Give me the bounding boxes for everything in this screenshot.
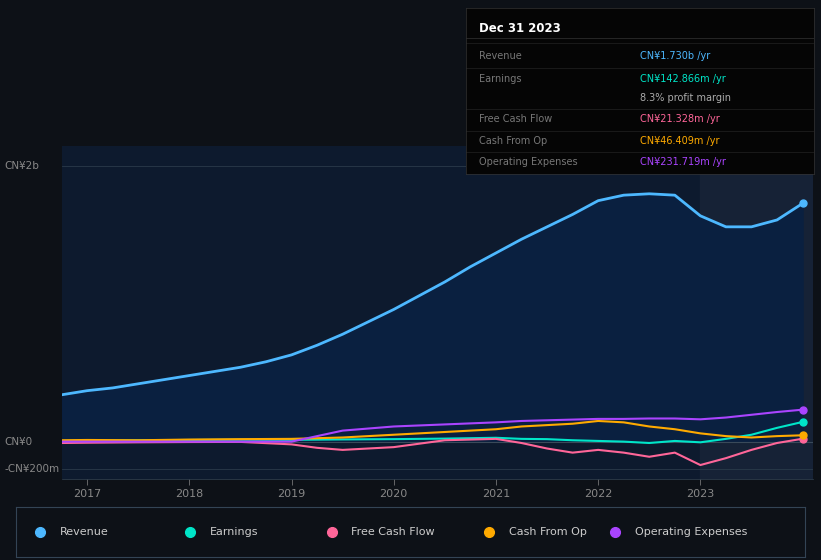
Text: CN¥2b: CN¥2b <box>4 161 39 171</box>
Text: Free Cash Flow: Free Cash Flow <box>479 114 553 124</box>
Text: Operating Expenses: Operating Expenses <box>479 157 578 167</box>
Text: -CN¥200m: -CN¥200m <box>4 464 59 474</box>
Text: CN¥1.730b /yr: CN¥1.730b /yr <box>640 52 710 61</box>
Text: Dec 31 2023: Dec 31 2023 <box>479 22 562 35</box>
Text: CN¥46.409m /yr: CN¥46.409m /yr <box>640 136 719 146</box>
Text: Earnings: Earnings <box>209 527 258 537</box>
Text: Cash From Op: Cash From Op <box>509 527 587 537</box>
Text: CN¥21.328m /yr: CN¥21.328m /yr <box>640 114 720 124</box>
Text: CN¥0: CN¥0 <box>4 437 32 447</box>
Text: CN¥231.719m /yr: CN¥231.719m /yr <box>640 157 726 167</box>
Bar <box>700 146 813 479</box>
Text: Free Cash Flow: Free Cash Flow <box>351 527 435 537</box>
Text: Operating Expenses: Operating Expenses <box>635 527 747 537</box>
Text: CN¥142.866m /yr: CN¥142.866m /yr <box>640 74 726 85</box>
Text: 8.3% profit margin: 8.3% profit margin <box>640 92 731 102</box>
Text: Revenue: Revenue <box>60 527 108 537</box>
Text: Revenue: Revenue <box>479 52 522 61</box>
Text: Cash From Op: Cash From Op <box>479 136 548 146</box>
Text: Earnings: Earnings <box>479 74 522 85</box>
